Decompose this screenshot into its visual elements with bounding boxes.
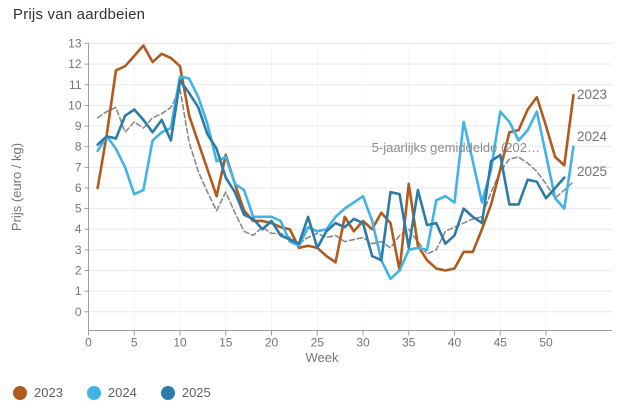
x-tick-label: 35 (402, 336, 416, 350)
x-tick-label: 30 (356, 336, 370, 350)
y-tick-label: 7 (75, 160, 82, 174)
x-tick-label: 5 (131, 336, 138, 350)
legend-label: 2025 (181, 385, 211, 400)
gridlines (88, 42, 612, 331)
y-tick-label: 10 (68, 98, 82, 112)
y-tick-label: 8 (75, 140, 82, 154)
y-tick-label: 5 (75, 202, 82, 216)
legend-swatch-2025 (160, 385, 175, 400)
x-tick-label: 15 (219, 336, 233, 350)
y-tick-label: 0 (75, 305, 82, 319)
x-tick-label: 25 (311, 336, 325, 350)
series-line-2024[interactable] (96, 75, 575, 281)
chart-title: Prijs van aardbeien (13, 6, 146, 23)
y-axis-title: Prijs (euro / kg) (9, 143, 24, 231)
series-line-2023[interactable] (96, 44, 575, 272)
y-tick-label: 9 (75, 119, 82, 133)
y-tick-label: 12 (68, 57, 82, 71)
y-tick-label: 4 (75, 222, 82, 236)
legend-swatch-2024 (86, 385, 101, 400)
y-tick-label: 11 (69, 78, 82, 92)
series-lines (96, 44, 575, 281)
x-tick-label: 20 (265, 336, 279, 350)
x-tick-label: 45 (494, 336, 508, 350)
series-end-label-2025: 2025 (577, 164, 607, 179)
y-tick-label: 1 (75, 284, 82, 298)
legend: 2023 2024 2025 (13, 385, 211, 400)
legend-swatch-2023 (13, 385, 27, 400)
x-tick-label: 50 (539, 336, 553, 350)
x-tick-label: 40 (448, 336, 462, 350)
series-line-2025[interactable] (96, 79, 566, 262)
y-tick-label: 13 (68, 36, 82, 50)
y-tick-label: 6 (75, 181, 82, 195)
y-tick-label: 2 (75, 264, 82, 278)
series-end-label-2024: 2024 (577, 129, 608, 144)
x-tick-label: 10 (173, 336, 187, 350)
series-end-label-2023: 2023 (577, 87, 607, 102)
average-series-annotation: 5-jaarlijks gemiddelde (202… (372, 140, 540, 155)
legend-item-2023[interactable]: 2023 (13, 385, 63, 400)
legend-item-2024[interactable]: 2024 (86, 385, 137, 400)
legend-item-2025[interactable]: 2025 (160, 385, 211, 400)
axes (84, 42, 612, 336)
x-tick-label: 0 (85, 336, 92, 350)
y-tick-label: 3 (75, 243, 82, 257)
legend-label: 2023 (34, 385, 63, 400)
x-axis-title: Week (306, 350, 339, 365)
legend-label: 2024 (107, 385, 137, 400)
